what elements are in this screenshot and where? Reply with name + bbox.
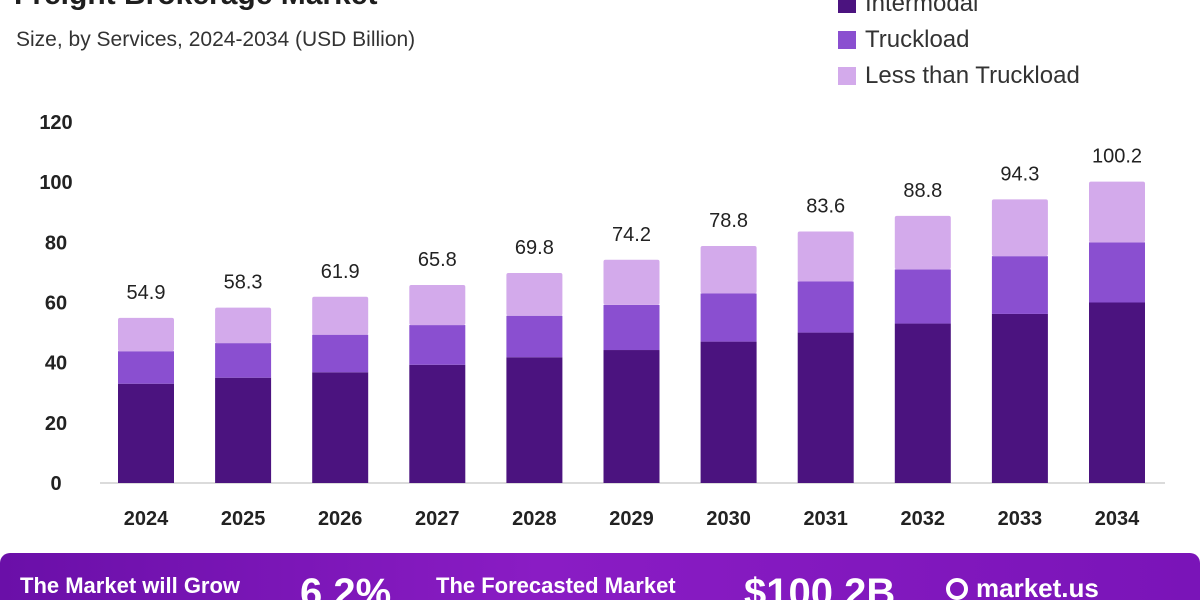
bar-segment-truckload xyxy=(894,269,951,324)
bar-total-label: 69.8 xyxy=(515,237,554,259)
bar-segment-intermodal xyxy=(312,372,369,483)
legend-swatch-intermodal xyxy=(838,0,856,13)
bar-segment-intermodal xyxy=(797,332,854,483)
brand-logo-icon xyxy=(946,577,968,600)
bar-segment-truckload xyxy=(797,281,854,333)
summary-banner: The Market will Grow 6.2% The Forecasted… xyxy=(0,553,1200,600)
y-tick-label: 80 xyxy=(45,232,67,254)
y-tick-label: 60 xyxy=(45,293,67,315)
legend-label-less-than-truckload: Less than Truckload xyxy=(865,62,1080,89)
brand-name: market.us xyxy=(976,573,1099,600)
legend-label-intermodal: Intermodal xyxy=(865,0,979,17)
legend-item-intermodal: Intermodal xyxy=(838,0,1178,22)
banner-cagr-value: 6.2% xyxy=(300,571,392,600)
bar-segment-less-than-truckload xyxy=(1089,181,1145,243)
bar-total-label: 74.2 xyxy=(612,224,651,246)
bar-segment-truckload xyxy=(991,256,1048,314)
bar-segment-truckload xyxy=(1089,242,1145,303)
bar-total-label: 58.3 xyxy=(224,272,263,294)
banner-forecast-text: The Forecasted Market xyxy=(436,573,676,598)
page-title: Freight Brokerage Market xyxy=(14,0,377,12)
bar-total-label: 61.9 xyxy=(321,261,360,283)
bar-segment-intermodal xyxy=(215,377,272,483)
bar-segment-intermodal xyxy=(700,341,757,483)
x-tick-label: 2028 xyxy=(512,508,557,530)
bar-segment-less-than-truckload xyxy=(506,273,563,316)
page-subtitle: Size, by Services, 2024-2034 (USD Billio… xyxy=(16,28,416,51)
bar-segment-truckload xyxy=(215,343,272,378)
x-tick-label: 2030 xyxy=(706,508,751,530)
bar-segment-truckload xyxy=(506,315,563,358)
y-tick-label: 40 xyxy=(45,353,67,375)
x-tick-label: 2027 xyxy=(415,508,460,530)
x-tick-label: 2026 xyxy=(318,508,363,530)
bar-segment-less-than-truckload xyxy=(991,199,1048,257)
banner-forecast-value: $100.2B xyxy=(744,571,896,600)
x-tick-label: 2024 xyxy=(124,508,169,530)
stacked-bar-chart: 0 20 40 60 80 100 120 54.9 2024 58.3 2025 61.9 2026 6… xyxy=(39,112,1165,530)
bar-segment-truckload xyxy=(700,293,757,342)
bar-segment-truckload xyxy=(603,304,660,351)
legend-label-truckload: Truckload xyxy=(865,26,970,53)
bar-segment-intermodal xyxy=(603,350,660,483)
bar-segment-truckload xyxy=(118,351,174,384)
banner-grow-text: The Market will Grow xyxy=(20,573,241,598)
bar-segment-intermodal xyxy=(506,357,563,483)
bar-segment-less-than-truckload xyxy=(118,317,174,352)
y-tick-label: 120 xyxy=(39,112,72,134)
bar-total-label: 78.8 xyxy=(709,210,748,232)
legend-item-less-than-truckload: Less than Truckload xyxy=(838,58,1178,94)
bar-segment-truckload xyxy=(409,325,466,365)
bar-segment-truckload xyxy=(312,334,369,373)
bar-segment-intermodal xyxy=(894,323,951,483)
bar-segment-less-than-truckload xyxy=(312,296,369,335)
bar-total-label: 54.9 xyxy=(127,282,166,304)
bar-total-label: 94.3 xyxy=(1000,163,1039,185)
x-tick-label: 2032 xyxy=(901,508,946,530)
bar-segment-intermodal xyxy=(409,364,466,483)
legend-swatch-less-than-truckload xyxy=(838,67,856,85)
y-tick-label: 100 xyxy=(39,172,72,194)
bar-segment-less-than-truckload xyxy=(797,231,854,282)
bar-segment-less-than-truckload xyxy=(215,307,272,344)
bar-segment-intermodal xyxy=(118,383,174,483)
x-tick-label: 2034 xyxy=(1095,508,1140,530)
bar-segment-less-than-truckload xyxy=(894,215,951,270)
bar-segment-less-than-truckload xyxy=(409,285,466,326)
bar-total-label: 100.2 xyxy=(1092,146,1142,168)
banner-brand: market.us xyxy=(946,573,1099,600)
x-tick-label: 2033 xyxy=(998,508,1043,530)
x-tick-label: 2031 xyxy=(803,508,848,530)
bar-total-label: 65.8 xyxy=(418,249,457,271)
bar-segment-intermodal xyxy=(991,313,1048,483)
legend-swatch-truckload xyxy=(838,31,856,49)
chart-legend: Intermodal Truckload Less than Truckload xyxy=(838,0,1178,94)
bar-total-label: 88.8 xyxy=(903,180,942,202)
bar-segment-less-than-truckload xyxy=(700,245,757,294)
bar-total-label: 83.6 xyxy=(806,196,845,218)
bar-segment-intermodal xyxy=(1089,302,1145,483)
x-tick-label: 2025 xyxy=(221,508,266,530)
bar-segment-less-than-truckload xyxy=(603,259,660,305)
x-tick-label: 2029 xyxy=(609,508,654,530)
y-tick-label: 0 xyxy=(50,473,61,495)
y-tick-label: 20 xyxy=(45,413,67,435)
legend-item-truckload: Truckload xyxy=(838,22,1178,58)
